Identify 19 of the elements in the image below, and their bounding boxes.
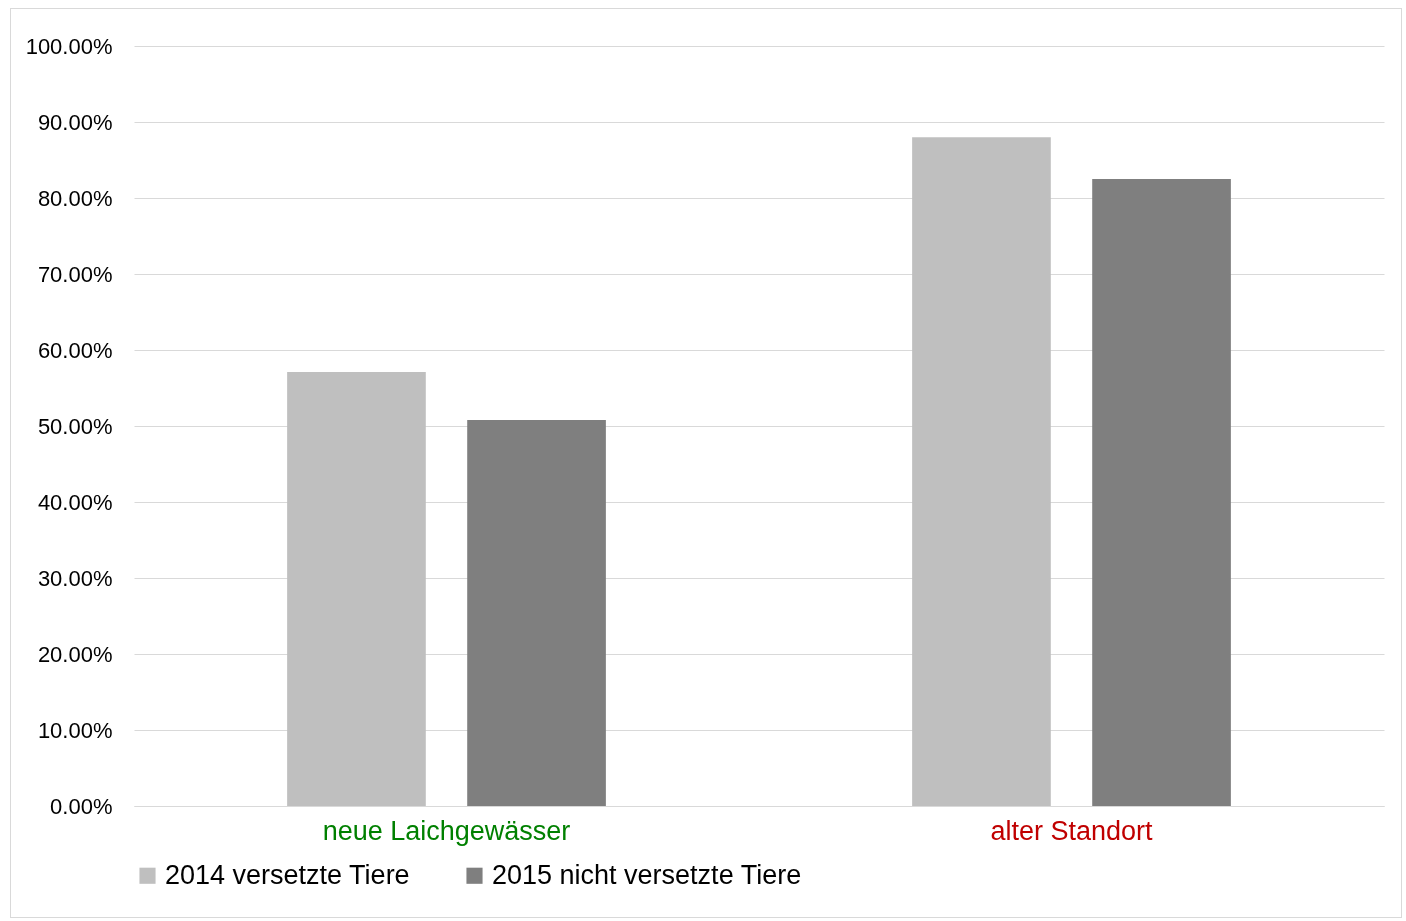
y-tick-label: 90.00%: [37, 109, 113, 135]
bar: [1092, 179, 1231, 806]
legend-label: 2015 nicht versetzte Tiere: [492, 859, 802, 890]
y-tick-label: 30.00%: [37, 565, 113, 591]
bar: [467, 419, 606, 806]
bar: [287, 372, 426, 806]
y-tick-label: 80.00%: [37, 185, 113, 211]
legend-label: 2014 versetzte Tiere: [165, 859, 410, 890]
y-tick-label: 0.00%: [50, 793, 113, 819]
y-tick-label: 20.00%: [37, 641, 113, 667]
bar: [912, 137, 1051, 806]
y-tick-label: 50.00%: [37, 413, 113, 439]
x-tick-label: alter Standort: [990, 815, 1154, 846]
y-tick-label: 100.00%: [25, 33, 113, 59]
y-tick-label: 70.00%: [37, 261, 113, 287]
y-tick-label: 10.00%: [37, 717, 113, 743]
y-tick-label: 40.00%: [37, 489, 113, 515]
x-tick-label: neue Laichgewässer: [322, 815, 571, 846]
y-tick-label: 60.00%: [37, 337, 113, 363]
